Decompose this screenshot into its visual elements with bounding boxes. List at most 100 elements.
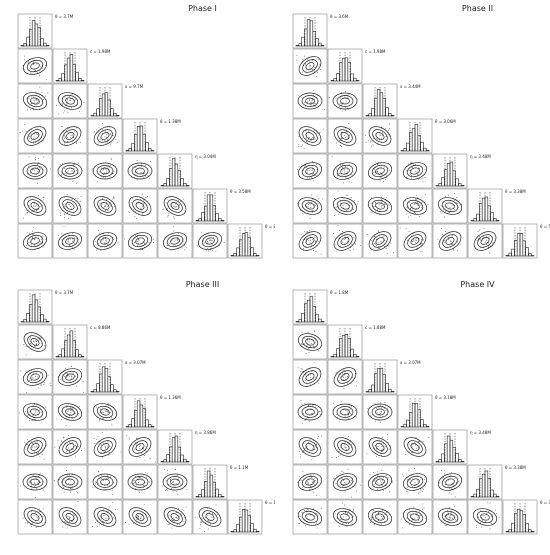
contour-line bbox=[367, 197, 393, 215]
contour-line bbox=[205, 513, 215, 521]
contour-line bbox=[340, 202, 350, 210]
scatter-point bbox=[142, 205, 144, 207]
scatter-point bbox=[30, 440, 32, 442]
scatter-point bbox=[450, 512, 452, 514]
scatter-point bbox=[207, 520, 209, 522]
scatter-point bbox=[381, 410, 383, 412]
contour-line bbox=[57, 403, 83, 421]
scatter-point bbox=[384, 446, 386, 448]
scatter-point bbox=[335, 483, 337, 484]
scatter-point bbox=[30, 524, 32, 526]
histogram-bar bbox=[64, 64, 68, 82]
scatter-point bbox=[408, 201, 410, 203]
contour-line bbox=[336, 510, 354, 524]
scatter-point bbox=[302, 470, 304, 472]
scatter-point bbox=[414, 211, 416, 213]
contour-line bbox=[127, 162, 153, 180]
contour-line bbox=[198, 507, 222, 527]
scatter-point bbox=[164, 468, 166, 470]
scatter-point bbox=[297, 523, 299, 525]
scatter-point bbox=[107, 205, 109, 207]
scatter-point bbox=[37, 101, 39, 103]
scatter-point bbox=[103, 172, 105, 174]
scatter-point bbox=[67, 112, 69, 114]
scatter-point bbox=[26, 244, 28, 246]
scatter-point bbox=[442, 209, 444, 211]
scatter-point bbox=[351, 207, 353, 209]
scatter-point bbox=[110, 158, 112, 160]
scatter-point bbox=[356, 385, 357, 387]
scatter-point bbox=[137, 240, 139, 242]
scatter-point bbox=[382, 415, 384, 417]
scatter-point bbox=[350, 496, 352, 498]
histogram-bar bbox=[371, 107, 375, 117]
scatter-point bbox=[94, 443, 96, 445]
scatter-point bbox=[380, 413, 382, 415]
scatter-point bbox=[407, 216, 409, 218]
scatter-point bbox=[135, 235, 137, 237]
histogram-bar bbox=[505, 531, 510, 533]
scatter-point bbox=[39, 336, 41, 338]
contour-line bbox=[340, 443, 350, 451]
scatter-point bbox=[199, 527, 201, 529]
scatter-point bbox=[340, 202, 342, 204]
histogram-bar bbox=[215, 213, 219, 222]
scatter-point bbox=[309, 102, 311, 104]
scatter-point bbox=[45, 65, 47, 66]
scatter-point bbox=[314, 376, 316, 378]
scatter-point bbox=[304, 380, 306, 382]
subplot-frame bbox=[327, 188, 363, 224]
scatter-point bbox=[381, 135, 383, 137]
scatter-point bbox=[40, 481, 42, 483]
histogram-bar bbox=[511, 522, 515, 533]
scatter-point bbox=[320, 253, 322, 255]
scatter-point bbox=[36, 516, 38, 518]
scatter-point bbox=[49, 168, 51, 170]
scatter-point bbox=[449, 206, 451, 208]
histogram-bar bbox=[230, 255, 235, 257]
histogram-bar bbox=[180, 178, 184, 187]
scatter-point bbox=[381, 206, 383, 208]
scatter-point bbox=[103, 523, 104, 525]
scatter-point bbox=[382, 181, 384, 183]
contour-line bbox=[100, 167, 110, 175]
scatter-point bbox=[335, 97, 337, 99]
scatter-point bbox=[42, 199, 44, 201]
scatter-point bbox=[43, 156, 45, 158]
scatter-point bbox=[72, 240, 74, 242]
scatter-point bbox=[385, 197, 387, 199]
scatter-point bbox=[406, 479, 408, 481]
scatter-point bbox=[77, 501, 79, 502]
histogram-bar bbox=[295, 45, 300, 47]
scatter-point bbox=[173, 520, 175, 521]
contour-line bbox=[340, 97, 350, 105]
contour-line bbox=[61, 165, 79, 177]
subplot-frame bbox=[292, 48, 328, 84]
scatter-point bbox=[301, 343, 302, 345]
scatter-point bbox=[20, 485, 22, 487]
contour-line bbox=[371, 164, 389, 178]
scatter-point bbox=[104, 242, 106, 244]
scatter-point bbox=[336, 142, 337, 144]
scatter-point bbox=[39, 472, 41, 474]
scatter-point bbox=[421, 487, 423, 489]
scatter-point bbox=[71, 410, 73, 412]
scatter-point bbox=[416, 445, 418, 447]
scatter-point bbox=[381, 196, 383, 198]
scatter-point bbox=[102, 479, 104, 481]
scatter-point bbox=[172, 520, 174, 522]
histogram-bar bbox=[452, 170, 456, 187]
scatter-point bbox=[31, 128, 33, 130]
scatter-point bbox=[348, 523, 349, 524]
scatter-point bbox=[172, 216, 174, 218]
contour-line bbox=[22, 92, 48, 110]
scatter-point bbox=[486, 243, 488, 245]
scatter-point bbox=[108, 166, 110, 168]
scatter-point bbox=[31, 377, 33, 379]
scatter-point bbox=[445, 196, 447, 198]
scatter-point bbox=[31, 96, 33, 98]
scatter-point bbox=[373, 172, 374, 174]
histogram-bar bbox=[368, 113, 372, 117]
scatter-point bbox=[69, 516, 71, 518]
scatter-point bbox=[313, 129, 315, 131]
